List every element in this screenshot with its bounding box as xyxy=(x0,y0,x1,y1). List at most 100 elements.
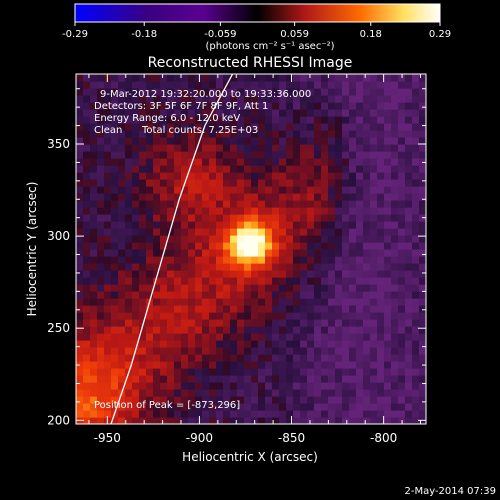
heatmap-cell xyxy=(230,305,238,313)
heatmap-cell xyxy=(300,410,308,418)
heatmap-cell xyxy=(83,235,91,243)
heatmap-cell xyxy=(363,354,371,362)
heatmap-cell xyxy=(153,179,161,187)
heatmap-cell xyxy=(286,235,294,243)
heatmap-cell xyxy=(251,123,259,131)
heatmap-cell xyxy=(370,109,378,117)
heatmap-cell xyxy=(314,298,322,306)
heatmap-cell xyxy=(181,277,189,285)
heatmap-cell xyxy=(209,340,217,348)
heatmap-cell xyxy=(384,81,392,89)
heatmap-cell xyxy=(139,361,147,369)
heatmap-cell xyxy=(342,221,350,229)
heatmap-cell xyxy=(398,214,406,222)
heatmap-cell xyxy=(342,109,350,117)
heatmap-cell xyxy=(202,81,210,89)
heatmap-cell xyxy=(90,389,98,397)
heatmap-cell xyxy=(237,410,245,418)
heatmap-cell xyxy=(244,102,252,110)
heatmap-cell xyxy=(363,102,371,110)
heatmap-cell xyxy=(111,123,119,131)
heatmap-cell xyxy=(363,396,371,404)
heatmap-cell xyxy=(209,221,217,229)
heatmap-cell xyxy=(342,123,350,131)
heatmap-cell xyxy=(342,242,350,250)
heatmap-cell xyxy=(118,88,126,96)
heatmap-cell xyxy=(223,249,231,257)
heatmap-cell xyxy=(342,270,350,278)
heatmap-cell xyxy=(363,326,371,334)
heatmap-cell xyxy=(391,214,399,222)
heatmap-cell xyxy=(279,312,287,320)
heatmap-cell xyxy=(419,354,426,362)
heatmap-cell xyxy=(230,116,238,124)
heatmap-cell xyxy=(314,403,322,411)
heatmap-cell xyxy=(279,263,287,271)
heatmap-cell xyxy=(195,193,203,201)
heatmap-cell xyxy=(251,249,259,257)
heatmap-cell xyxy=(314,130,322,138)
heatmap-cell xyxy=(125,123,133,131)
heatmap-cell xyxy=(244,298,252,306)
heatmap-cell xyxy=(405,263,413,271)
heatmap-cell xyxy=(300,137,308,145)
heatmap-cell xyxy=(251,368,259,376)
heatmap-cell xyxy=(181,158,189,166)
heatmap-cell xyxy=(272,116,280,124)
heatmap-cell xyxy=(111,340,119,348)
heatmap-cell xyxy=(195,403,203,411)
heatmap-cell xyxy=(195,256,203,264)
heatmap-cell xyxy=(244,165,252,173)
heatmap-cell xyxy=(76,340,84,348)
heatmap-cell xyxy=(272,347,280,355)
heatmap-cell xyxy=(300,95,308,103)
heatmap-cell xyxy=(349,375,357,383)
heatmap-cell xyxy=(412,116,420,124)
heatmap-cell xyxy=(132,312,140,320)
heatmap-cell xyxy=(370,186,378,194)
heatmap-cell xyxy=(286,144,294,152)
heatmap-cell xyxy=(307,347,315,355)
heatmap-cell xyxy=(342,144,350,152)
heatmap-cell xyxy=(342,396,350,404)
heatmap-cell xyxy=(230,368,238,376)
heatmap-cell xyxy=(314,116,322,124)
heatmap-cell xyxy=(384,291,392,299)
heatmap-cell xyxy=(391,389,399,397)
heatmap-cell xyxy=(419,382,426,390)
heatmap-cell xyxy=(370,270,378,278)
heatmap-cell xyxy=(377,214,385,222)
heatmap-cell xyxy=(265,102,273,110)
heatmap-cell xyxy=(286,179,294,187)
heatmap-cell xyxy=(216,221,224,229)
heatmap-cell xyxy=(349,319,357,327)
heatmap-cell xyxy=(97,186,105,194)
heatmap-cell xyxy=(412,81,420,89)
heatmap-cell xyxy=(377,172,385,180)
heatmap-cell xyxy=(391,291,399,299)
heatmap-cell xyxy=(370,165,378,173)
heatmap-cell xyxy=(412,123,420,131)
heatmap-cell xyxy=(342,305,350,313)
heatmap-cell xyxy=(237,158,245,166)
heatmap-cell xyxy=(356,277,364,285)
heatmap-cell xyxy=(237,186,245,194)
heatmap-cell xyxy=(76,305,84,313)
heatmap-cell xyxy=(272,417,280,424)
heatmap-cell xyxy=(202,74,210,82)
heatmap-cell xyxy=(279,193,287,201)
heatmap-cell xyxy=(202,326,210,334)
heatmap-cell xyxy=(279,340,287,348)
heatmap-cell xyxy=(230,249,238,257)
heatmap-cell xyxy=(153,74,161,82)
heatmap-cell xyxy=(412,403,420,411)
heatmap-cell xyxy=(391,417,399,424)
heatmap-cell xyxy=(202,158,210,166)
heatmap-cell xyxy=(286,116,294,124)
x-axis-label: Heliocentric X (arcsec) xyxy=(182,450,318,464)
heatmap-cell xyxy=(251,263,259,271)
heatmap-cell xyxy=(216,277,224,285)
heatmap-cell xyxy=(97,172,105,180)
heatmap-cell xyxy=(356,95,364,103)
heatmap-cell xyxy=(314,382,322,390)
